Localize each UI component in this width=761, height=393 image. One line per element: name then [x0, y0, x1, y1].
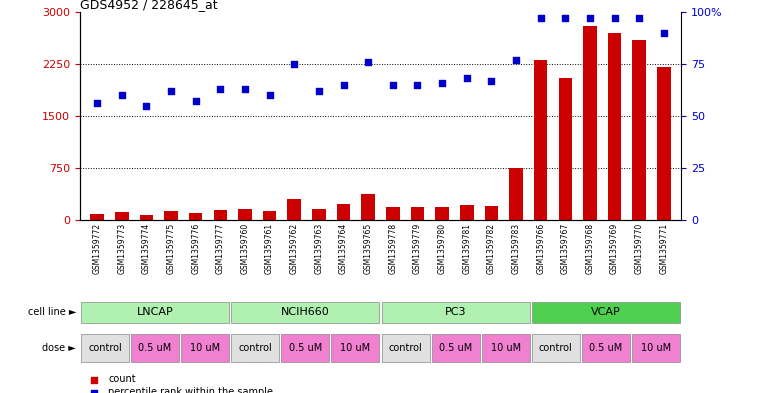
- Text: VCAP: VCAP: [591, 307, 621, 318]
- Point: [337, 82, 349, 88]
- Point: [239, 86, 251, 92]
- Point: [510, 57, 522, 63]
- Point: [460, 75, 473, 82]
- Point: [91, 100, 103, 107]
- Point: [412, 82, 424, 88]
- Bar: [312, 209, 326, 220]
- Point: [658, 29, 670, 36]
- Bar: [532, 334, 580, 362]
- Bar: [532, 302, 680, 323]
- Point: [486, 77, 498, 84]
- Text: 0.5 uM: 0.5 uM: [439, 343, 473, 353]
- Point: [165, 88, 177, 94]
- Point: [189, 98, 202, 105]
- Bar: [431, 334, 479, 362]
- Point: [140, 102, 152, 108]
- Bar: [381, 334, 430, 362]
- Bar: [632, 334, 680, 362]
- Text: NCIH660: NCIH660: [281, 307, 330, 318]
- Bar: [608, 33, 621, 220]
- Bar: [81, 334, 129, 362]
- Bar: [435, 207, 449, 220]
- Bar: [238, 209, 252, 220]
- Bar: [331, 334, 380, 362]
- Text: LNCAP: LNCAP: [137, 307, 174, 318]
- Bar: [386, 207, 400, 220]
- Point: [215, 86, 227, 92]
- Bar: [131, 334, 179, 362]
- Bar: [381, 302, 530, 323]
- Bar: [583, 26, 597, 220]
- Bar: [214, 210, 227, 220]
- Bar: [115, 212, 129, 220]
- Text: 10 uM: 10 uM: [491, 343, 521, 353]
- Text: control: control: [88, 343, 122, 353]
- Text: PC3: PC3: [445, 307, 466, 318]
- Bar: [282, 334, 330, 362]
- Point: [584, 15, 596, 21]
- Text: 10 uM: 10 uM: [641, 343, 671, 353]
- Bar: [657, 67, 670, 220]
- Bar: [559, 78, 572, 220]
- Bar: [263, 211, 276, 220]
- Text: 10 uM: 10 uM: [190, 343, 220, 353]
- Bar: [189, 213, 202, 220]
- Point: [362, 59, 374, 65]
- Point: [387, 82, 399, 88]
- Point: [116, 92, 128, 98]
- Point: [609, 15, 621, 21]
- Point: [313, 88, 325, 94]
- Text: control: control: [238, 343, 272, 353]
- Text: 0.5 uM: 0.5 uM: [589, 343, 622, 353]
- Bar: [81, 302, 229, 323]
- Bar: [411, 207, 424, 220]
- Point: [559, 15, 572, 21]
- Bar: [509, 168, 523, 220]
- Point: [436, 79, 448, 86]
- Bar: [181, 334, 229, 362]
- Bar: [534, 61, 547, 220]
- Text: GDS4952 / 228645_at: GDS4952 / 228645_at: [80, 0, 218, 11]
- Point: [288, 61, 301, 67]
- Bar: [582, 334, 630, 362]
- Point: [263, 92, 275, 98]
- Bar: [231, 302, 380, 323]
- Bar: [361, 194, 375, 220]
- Legend: count, percentile rank within the sample: count, percentile rank within the sample: [84, 374, 273, 393]
- Bar: [632, 40, 646, 220]
- Text: control: control: [389, 343, 422, 353]
- Text: 0.5 uM: 0.5 uM: [288, 343, 322, 353]
- Text: dose ►: dose ►: [43, 343, 76, 353]
- Bar: [164, 211, 178, 220]
- Text: 10 uM: 10 uM: [340, 343, 371, 353]
- Bar: [337, 204, 350, 220]
- Point: [633, 15, 645, 21]
- Bar: [482, 334, 530, 362]
- Bar: [91, 214, 104, 220]
- Bar: [140, 215, 153, 220]
- Text: cell line ►: cell line ►: [27, 307, 76, 318]
- Bar: [485, 206, 498, 220]
- Bar: [231, 334, 279, 362]
- Point: [534, 15, 546, 21]
- Bar: [288, 198, 301, 220]
- Text: 0.5 uM: 0.5 uM: [139, 343, 172, 353]
- Bar: [460, 205, 473, 220]
- Text: control: control: [539, 343, 573, 353]
